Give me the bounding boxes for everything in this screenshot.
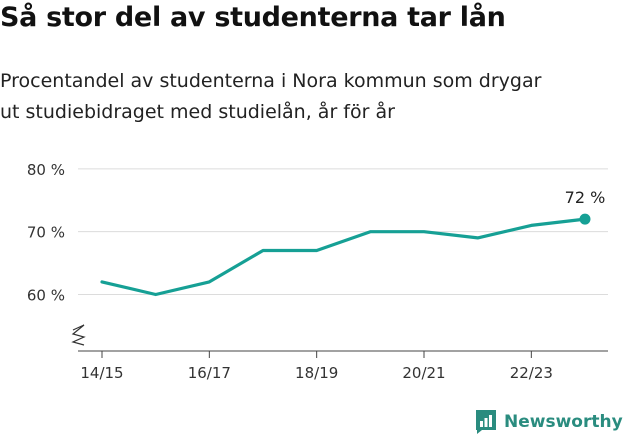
subtitle-line-1: Procentandel av studenterna i Nora kommu…	[0, 70, 542, 92]
x-tick-label: 18/19	[295, 364, 338, 382]
last-point-marker	[579, 213, 591, 225]
last-value-label: 72 %	[565, 188, 606, 207]
axis-break-icon	[71, 324, 86, 346]
x-tick-label: 22/23	[510, 364, 553, 382]
x-tick-label: 14/15	[80, 364, 123, 382]
page-title: Så stor del av studenterna tar lån	[0, 2, 506, 33]
subtitle-line-2: ut studiebidraget med studielån, år för …	[0, 101, 395, 123]
page-subtitle: Procentandel av studenterna i Nora kommu…	[0, 66, 625, 128]
newsworthy-logo-icon	[476, 410, 496, 434]
y-tick-label: 80 %	[27, 161, 65, 179]
brand: Newsworthy	[474, 408, 623, 436]
brand-name: Newsworthy	[504, 412, 623, 432]
y-tick-label: 60 %	[27, 286, 65, 304]
y-tick-label: 70 %	[27, 224, 65, 242]
series-line	[100, 217, 587, 297]
x-tick-label: 20/21	[402, 364, 445, 382]
x-tick-label: 16/17	[188, 364, 231, 382]
